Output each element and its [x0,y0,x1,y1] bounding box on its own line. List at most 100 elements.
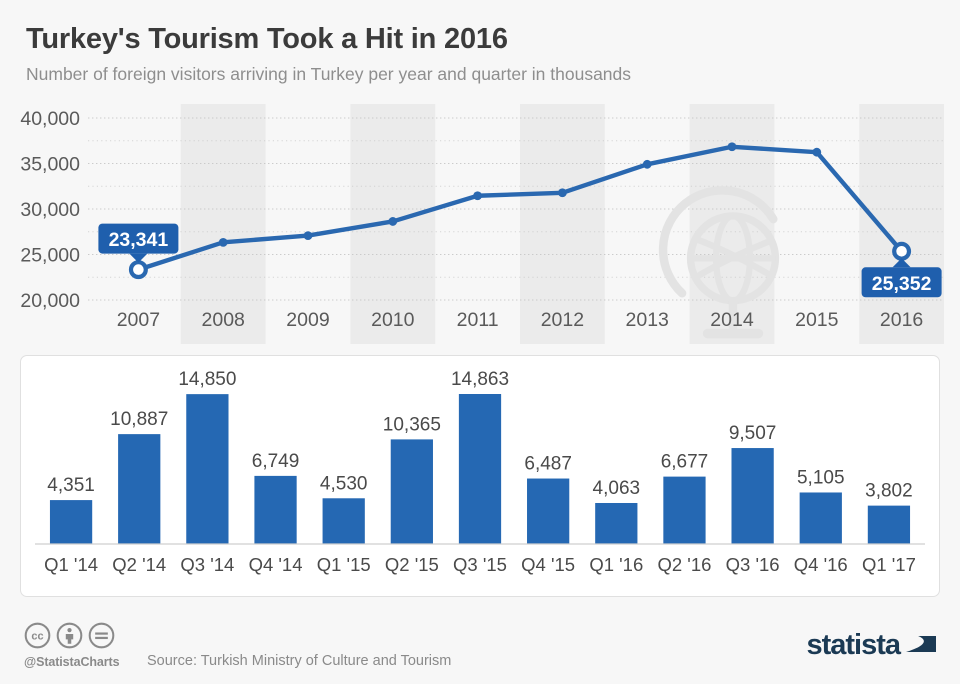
callout-body [861,267,942,298]
bar-category-label: Q4 '15 [521,554,575,575]
statista-wordmark: statista [806,628,901,661]
globe-icon [658,186,780,339]
x-axis-label: 2010 [371,309,415,331]
line-chart-bands [180,104,944,344]
callout-body [98,223,179,254]
value-callout: 23,341 [98,223,179,263]
bar [186,394,229,544]
bar [49,500,93,544]
bar-category-label: Q4 '14 [249,554,303,575]
bar-value-label: 5,105 [797,467,845,488]
y-axis-label: 20,000 [20,290,80,312]
data-point [642,159,652,169]
data-point [812,147,822,157]
statista-mark-icon [906,636,936,652]
x-axis-label: 2012 [541,309,584,331]
bar-value-label: 4,063 [593,478,641,499]
y-axis-label: 30,000 [20,199,80,221]
callout-tail [129,253,148,263]
bar-chart-svg: 4,351 10,887 14,850 6,749 4,530 10,365 14,863 6… [35,369,925,575]
page-subtitle: Number of foreign visitors arriving in T… [26,63,632,84]
source-note: Source: Turkish Ministry of Culture and … [147,653,452,669]
bar [118,434,161,544]
line-chart-x-axis-labels: 2007 2008 2009 2010 2011 2012 2013 2014 2015 2016 [117,309,924,331]
callout-tail [892,258,911,268]
bar-value-label: 14,863 [451,369,509,390]
callout-value: 25,352 [872,273,932,295]
bar-value-label: 14,850 [178,369,236,390]
bar-value-label: 4,351 [47,475,95,496]
line-path [136,144,904,272]
x-axis-label: 2015 [795,309,839,331]
data-point [727,142,737,152]
bar-value-label: 3,802 [865,481,913,502]
bar [390,439,433,544]
bar-category-label: Q3 '15 [453,554,507,575]
y-axis-label: 35,000 [20,154,80,176]
bar [458,394,502,544]
y-axis-label: 40,000 [20,108,80,130]
line-chart-gridlines [88,117,944,301]
bar-category-label: Q1 '17 [862,554,916,575]
bar-series [49,394,911,544]
bar-category-label: Q4 '16 [794,554,848,575]
data-point [388,217,398,226]
bar-value-label: 6,677 [661,452,709,473]
svg-text:cc: cc [31,631,43,643]
bar-value-label: 6,487 [524,454,572,475]
line-chart: 20,000 25,000 30,000 35,000 40,000 2007 2008 2… [0,104,960,344]
bar [799,492,842,544]
bar [867,505,911,544]
footer: cc @StatistaCharts Source: Turkish Minis… [0,608,960,684]
bar [663,476,706,544]
callout-value: 23,341 [109,229,169,251]
x-axis-label: 2013 [626,309,669,331]
bar [254,475,297,544]
x-axis-label: 2007 [117,309,160,331]
bar-category-label: Q3 '16 [726,554,780,575]
bar-value-label: 9,507 [729,423,777,444]
column-band [520,104,605,344]
data-point [473,191,482,201]
bar-category-label: Q1 '14 [44,554,98,575]
bar-value-label: 10,365 [383,414,441,435]
data-point [558,188,567,198]
x-axis-label: 2009 [286,309,329,331]
value-callout: 25,352 [861,258,942,298]
bar-value-label: 6,749 [252,451,300,472]
bar-category-label: Q1 '15 [317,554,371,575]
bar [731,448,774,544]
data-point-highlighted [128,260,148,280]
creative-commons-icons: cc [24,622,115,649]
column-band [859,104,944,344]
x-axis-label: 2011 [457,309,499,331]
line-chart-callouts: 23,341 25,352 [98,223,942,298]
bar [595,502,638,544]
bar-category-label: Q2 '14 [112,554,166,575]
bar-category-label: Q2 '15 [385,554,439,575]
bar-value-labels: 4,351 10,887 14,850 6,749 4,530 10,365 14,863 6… [47,369,912,502]
bar [322,498,365,544]
data-point-highlighted [892,241,912,261]
line-chart-y-axis-labels: 20,000 25,000 30,000 35,000 40,000 [20,108,80,312]
data-point [218,237,228,247]
bar-category-label: Q3 '14 [180,554,234,575]
attribution-person-icon [56,622,83,649]
header: Turkey's Tourism Took a Hit in 2016 Numb… [0,0,960,84]
page-title: Turkey's Tourism Took a Hit in 2016 [26,23,508,55]
bar-value-label: 4,530 [320,473,368,494]
statista-handle: @StatistaCharts [24,655,120,669]
bar-category-label: Q2 '16 [657,554,711,575]
bar-chart-panel: 4,351 10,887 14,850 6,749 4,530 10,365 14,863 6… [20,355,940,597]
column-band [180,104,266,344]
x-axis-label: 2014 [710,309,754,331]
data-point [303,231,313,240]
bar-value-label: 10,887 [110,409,168,430]
x-axis-label: 2008 [202,309,245,331]
cc-icon: cc [24,622,51,649]
y-axis-label: 25,000 [20,245,80,267]
bar [527,478,570,544]
x-axis-label: 2016 [880,309,923,331]
statista-logo: statista [806,630,938,660]
